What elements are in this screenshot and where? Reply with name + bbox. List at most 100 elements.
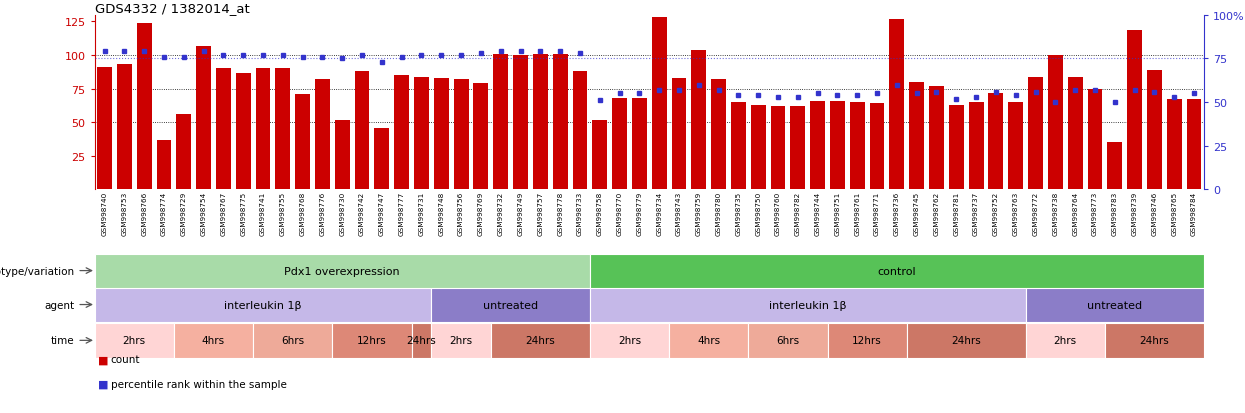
Bar: [255, 69, 270, 190]
Bar: [431, 323, 491, 358]
Bar: [97, 68, 112, 190]
Bar: [431, 288, 590, 322]
Text: 24hrs: 24hrs: [1139, 335, 1169, 346]
Bar: [491, 323, 590, 358]
Text: percentile rank within the sample: percentile rank within the sample: [111, 379, 286, 389]
Bar: [235, 74, 250, 190]
Bar: [513, 56, 528, 190]
Bar: [117, 65, 132, 190]
Bar: [751, 105, 766, 190]
Text: 6hrs: 6hrs: [777, 335, 799, 346]
Text: ■: ■: [98, 379, 108, 389]
Bar: [1167, 100, 1182, 190]
Text: 2hrs: 2hrs: [1053, 335, 1077, 346]
Bar: [593, 120, 608, 190]
Text: interleukin 1β: interleukin 1β: [769, 300, 847, 310]
Bar: [669, 323, 748, 358]
Bar: [137, 24, 152, 190]
Bar: [1127, 31, 1142, 190]
Bar: [1186, 100, 1201, 190]
Bar: [453, 80, 468, 190]
Bar: [197, 47, 210, 190]
Text: 2hrs: 2hrs: [618, 335, 641, 346]
Bar: [533, 55, 548, 190]
Text: 12hrs: 12hrs: [853, 335, 881, 346]
Text: count: count: [111, 354, 141, 364]
Bar: [828, 323, 906, 358]
Bar: [174, 323, 253, 358]
Bar: [553, 55, 568, 190]
Text: untreated: untreated: [483, 300, 538, 310]
Bar: [748, 323, 828, 358]
Text: 12hrs: 12hrs: [357, 335, 387, 346]
Text: interleukin 1β: interleukin 1β: [224, 300, 301, 310]
Bar: [95, 288, 431, 322]
Bar: [590, 288, 1026, 322]
Text: control: control: [878, 266, 916, 276]
Bar: [590, 254, 1204, 288]
Bar: [1068, 77, 1083, 190]
Bar: [415, 77, 428, 190]
Bar: [671, 79, 686, 190]
Bar: [355, 72, 370, 190]
Bar: [909, 83, 924, 190]
Bar: [95, 254, 590, 288]
Bar: [315, 80, 330, 190]
Bar: [295, 95, 310, 190]
Text: 4hrs: 4hrs: [697, 335, 721, 346]
Bar: [1048, 56, 1063, 190]
Bar: [332, 323, 412, 358]
Bar: [335, 120, 350, 190]
Text: GDS4332 / 1382014_at: GDS4332 / 1382014_at: [95, 2, 249, 14]
Bar: [177, 115, 192, 190]
Text: 2hrs: 2hrs: [449, 335, 473, 346]
Bar: [613, 99, 627, 190]
Text: agent: agent: [45, 300, 75, 310]
Bar: [1026, 288, 1204, 322]
Bar: [632, 99, 647, 190]
Text: time: time: [51, 335, 75, 346]
Bar: [830, 102, 845, 190]
Text: 24hrs: 24hrs: [407, 335, 436, 346]
Bar: [691, 50, 706, 190]
Bar: [473, 84, 488, 190]
Text: ■: ■: [98, 354, 108, 364]
Bar: [771, 107, 786, 190]
Bar: [711, 80, 726, 190]
Text: Pdx1 overexpression: Pdx1 overexpression: [284, 266, 400, 276]
Text: genotype/variation: genotype/variation: [0, 266, 75, 276]
Bar: [929, 87, 944, 190]
Text: 24hrs: 24hrs: [525, 335, 555, 346]
Bar: [412, 323, 431, 358]
Bar: [275, 69, 290, 190]
Bar: [1088, 90, 1102, 190]
Bar: [949, 105, 964, 190]
Text: 4hrs: 4hrs: [202, 335, 225, 346]
Bar: [375, 128, 390, 190]
Text: 6hrs: 6hrs: [281, 335, 304, 346]
Bar: [1147, 71, 1162, 190]
Bar: [1028, 77, 1043, 190]
Bar: [989, 93, 1003, 190]
Text: 24hrs: 24hrs: [951, 335, 981, 346]
Bar: [493, 55, 508, 190]
Bar: [590, 323, 669, 358]
Bar: [1104, 323, 1204, 358]
Bar: [906, 323, 1026, 358]
Text: 2hrs: 2hrs: [123, 335, 146, 346]
Bar: [870, 104, 884, 190]
Bar: [731, 103, 746, 190]
Bar: [95, 323, 174, 358]
Text: untreated: untreated: [1087, 300, 1143, 310]
Bar: [215, 69, 230, 190]
Bar: [810, 102, 825, 190]
Bar: [1008, 103, 1023, 190]
Bar: [395, 76, 410, 190]
Bar: [157, 140, 172, 190]
Bar: [433, 79, 448, 190]
Bar: [791, 107, 806, 190]
Bar: [253, 323, 332, 358]
Bar: [1026, 323, 1104, 358]
Bar: [651, 18, 666, 190]
Bar: [969, 103, 984, 190]
